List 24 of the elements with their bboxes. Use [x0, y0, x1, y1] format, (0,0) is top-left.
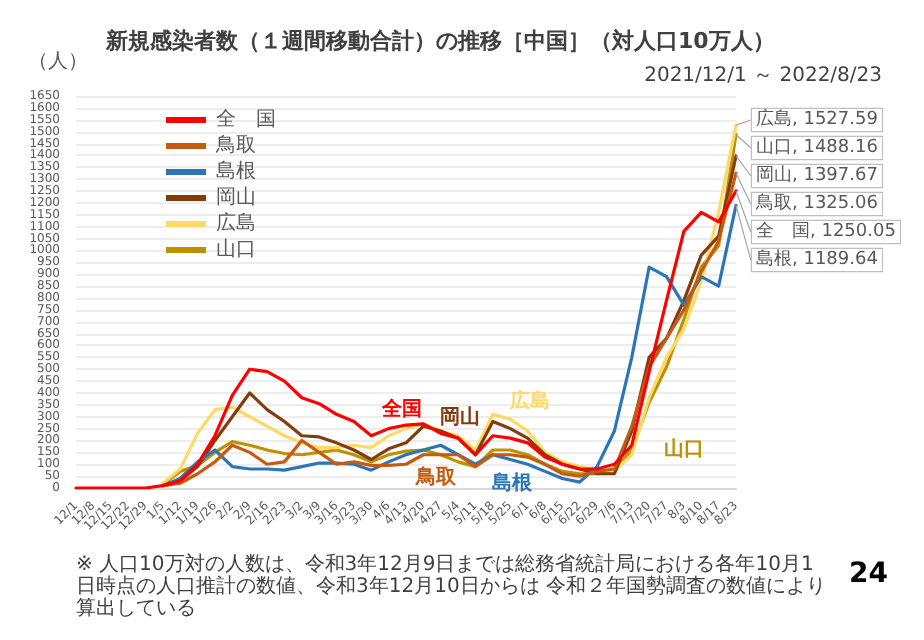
legend-label: 鳥取 [214, 133, 256, 157]
data-label: 岡山, 1397.67 [756, 164, 878, 186]
data-label: 島根, 1189.64 [756, 248, 879, 270]
annotation: 島根 [492, 471, 534, 495]
chart-title: 新規感染者数（１週間移動合計）の推移［中国］（対人口10万人） [104, 28, 775, 54]
annotation: 岡山 [440, 405, 480, 429]
data-label: 広島, 1527.59 [756, 108, 879, 130]
chart-subtitle: 2021/12/1 ～ 2022/8/23 [644, 65, 882, 87]
data-label: 鳥取, 1325.06 [754, 192, 879, 214]
annotation: 山口 [664, 437, 704, 461]
legend-label: 島根 [216, 159, 256, 183]
legend-label: 山口 [216, 237, 256, 261]
legend-label: 広島 [216, 211, 256, 235]
legend-label: 岡山 [216, 185, 256, 209]
text: ※ 人口10万対の人数は、令和3年12月9日までは総務省統計局における各年10月1日時点の人口推計の数値、令和3年12月10日からは 令和２年国勢調査の数値により算出している [76, 552, 826, 620]
data-label: 山口, 1488.16 [756, 136, 879, 158]
y-axis-title: （人） [28, 51, 88, 73]
data-label: 全 国, 1250.05 [756, 220, 896, 242]
annotation: 鳥取 [414, 465, 458, 489]
annotation: 広島 [508, 389, 550, 413]
line-series [74, 189, 738, 490]
annotation: 全国 [380, 397, 422, 421]
text: 24 [849, 558, 889, 590]
legend-label: 全 国 [216, 107, 276, 131]
